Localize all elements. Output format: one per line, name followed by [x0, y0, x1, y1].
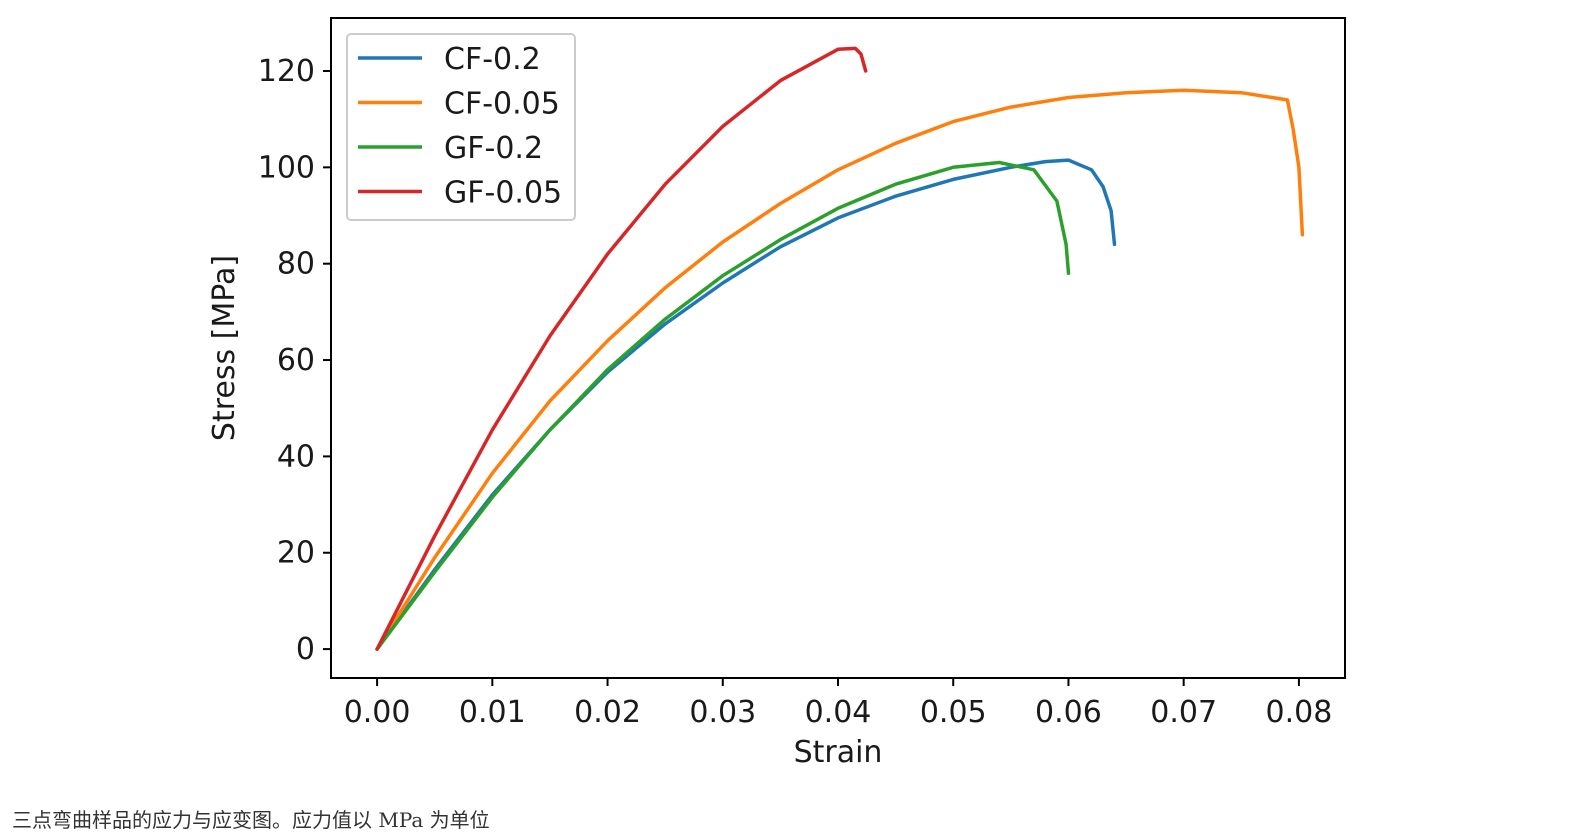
- stress-strain-chart: 0.00 0.01 0.02 0.03 0.04 0.05 0.06 0.07 0.08 0 20…: [207, 17, 1346, 770]
- y-tick-label: 20: [277, 536, 315, 571]
- legend: CF-0.2 CF-0.05 GF-0.2 GF-0.05: [346, 33, 576, 221]
- x-tick-label: 0.00: [344, 695, 411, 730]
- figure-caption: 三点弯曲样品的应力与应变图。应力值以 MPa 为单位: [12, 808, 490, 832]
- x-tick-label: 0.07: [1150, 695, 1217, 730]
- x-tick-label: 0.08: [1266, 695, 1333, 730]
- legend-label: GF-0.05: [444, 176, 562, 211]
- y-tick-label: 120: [258, 54, 315, 89]
- legend-label: CF-0.05: [444, 87, 560, 122]
- y-tick-label: 60: [277, 343, 315, 378]
- series-line-cf-0-05: [375, 88, 1305, 651]
- series-line-cf-0-2: [375, 158, 1117, 651]
- series-lines: [375, 46, 1305, 651]
- legend-label: CF-0.2: [444, 42, 541, 77]
- y-tick-label: 100: [258, 150, 315, 185]
- y-tick-label: 80: [277, 247, 315, 282]
- x-tick-label: 0.06: [1035, 695, 1102, 730]
- x-tick-label: 0.01: [459, 695, 526, 730]
- y-tick-label: 40: [277, 439, 315, 474]
- legend-label: GF-0.2: [444, 131, 543, 166]
- y-axis-title: Stress [MPa]: [207, 255, 242, 441]
- y-axis-ticks: 0 20 40 60 80 100 120: [258, 54, 331, 667]
- x-axis-title: Strain: [794, 735, 883, 770]
- x-tick-label: 0.04: [805, 695, 872, 730]
- series-line-gf-0-05: [375, 46, 868, 651]
- x-tick-label: 0.03: [689, 695, 756, 730]
- legend-box: [346, 33, 576, 221]
- x-tick-label: 0.02: [574, 695, 641, 730]
- x-axis-ticks: 0.00 0.01 0.02 0.03 0.04 0.05 0.06 0.07 0.08: [344, 678, 1333, 730]
- series-line-gf-0-2: [375, 160, 1071, 651]
- y-tick-label: 0: [296, 632, 315, 667]
- x-tick-label: 0.05: [920, 695, 987, 730]
